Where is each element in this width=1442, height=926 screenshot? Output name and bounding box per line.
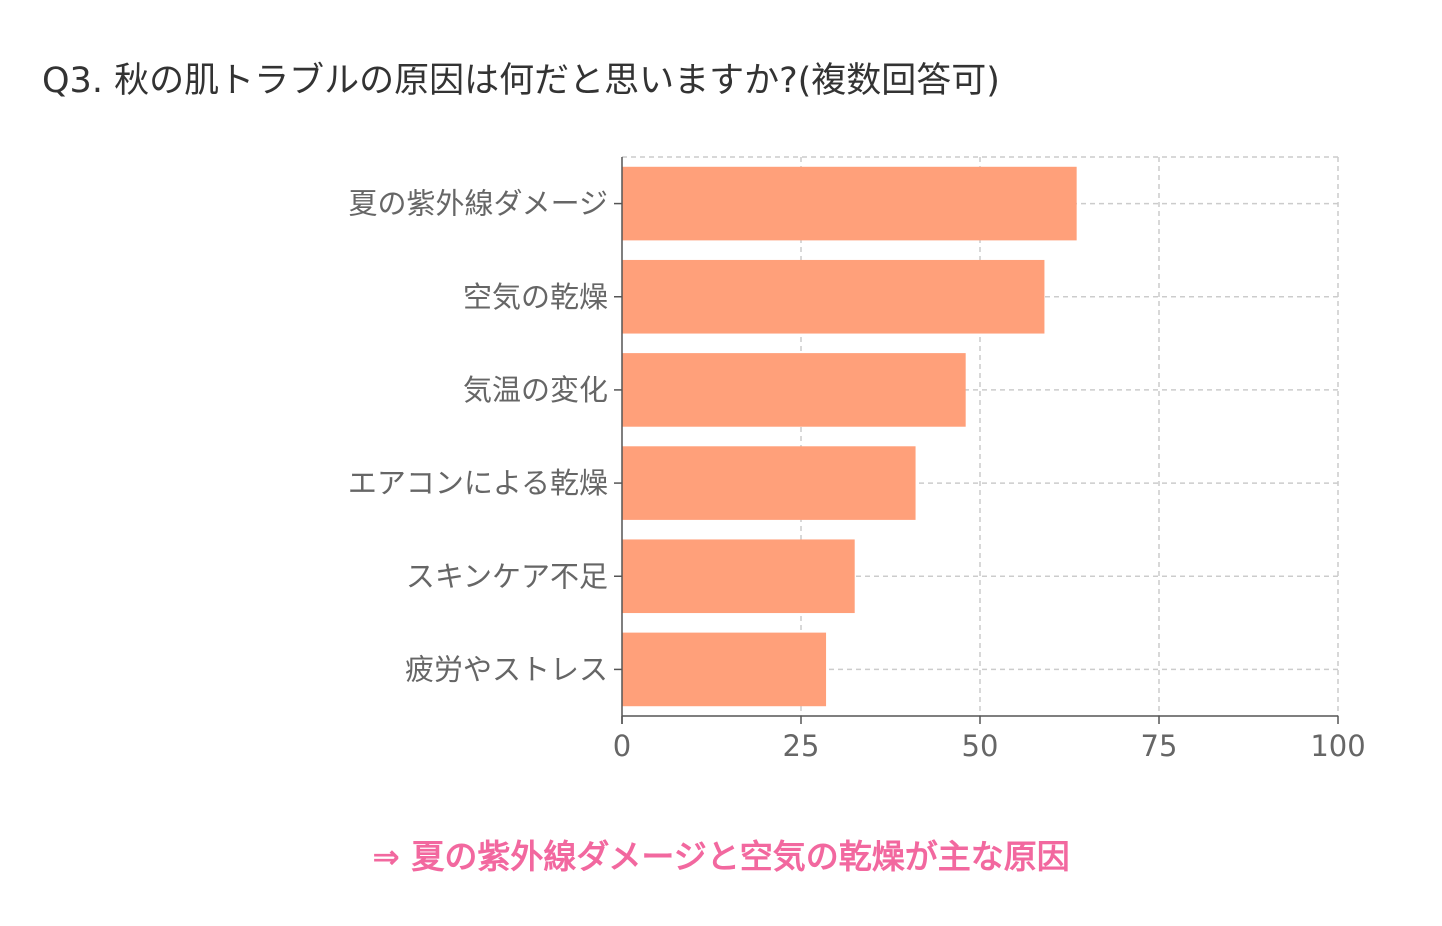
bar (622, 446, 916, 520)
x-tick-label: 50 (962, 729, 999, 763)
bar (622, 166, 1077, 241)
bar (622, 353, 966, 427)
chart-title: Q3. 秋の肌トラブルの原因は何だと思いますか?(複数回答可) (42, 61, 1000, 101)
category-label: 疲労やストレス (405, 652, 608, 686)
bar (622, 259, 1045, 334)
category-label: 空気の乾燥 (463, 280, 608, 314)
x-tick-label: 100 (1310, 729, 1365, 763)
category-label: 夏の紫外線ダメージ (348, 187, 608, 221)
bar (622, 632, 827, 707)
category-label: スキンケア不足 (406, 559, 608, 593)
category-label: 気温の変化 (463, 373, 608, 407)
x-tick-label: 25 (783, 729, 820, 763)
conclusion-text: ⇒ 夏の紫外線ダメージと空気の乾燥が主な原因 (372, 837, 1070, 876)
x-tick-label: 0 (613, 729, 631, 763)
bar (622, 539, 855, 614)
category-label: エアコンによる乾燥 (348, 466, 608, 500)
x-tick-label: 75 (1141, 729, 1178, 763)
